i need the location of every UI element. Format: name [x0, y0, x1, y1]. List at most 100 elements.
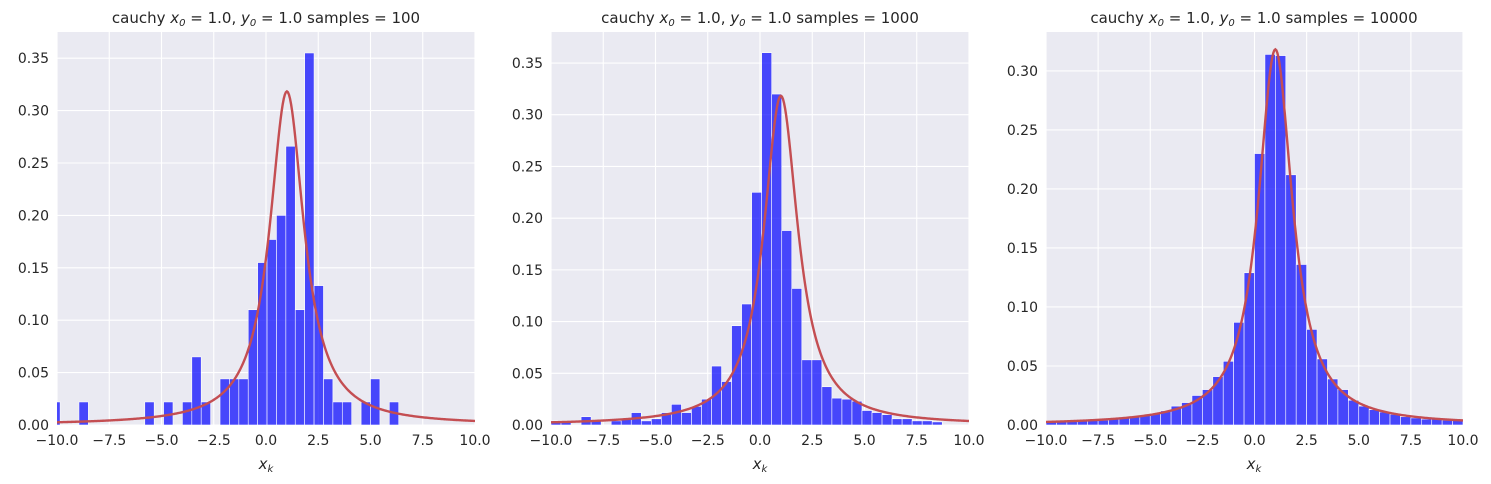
y-tick-label: 0.15	[1007, 241, 1038, 257]
histogram-bar	[200, 401, 211, 425]
histogram-bar	[821, 386, 833, 425]
y-tick-label: 0.15	[512, 263, 543, 279]
histogram-bar	[1410, 417, 1422, 425]
y-tick-label: 0.10	[512, 315, 543, 331]
histogram-bar	[891, 418, 903, 425]
histogram-bar	[57, 401, 61, 425]
histogram-bar	[931, 421, 943, 425]
histogram-bar	[901, 418, 913, 425]
y-tick-label: 0.20	[18, 208, 49, 224]
histogram-bar	[1097, 419, 1109, 425]
histogram-bar	[1400, 416, 1412, 425]
histogram-bar	[1389, 414, 1401, 425]
chart-title: cauchy x0 = 1.0, y0 = 1.0 samples = 100	[112, 9, 420, 29]
histogram-bar	[144, 401, 155, 425]
histogram-bar	[781, 230, 793, 425]
histogram-bar	[276, 215, 287, 425]
x-tick-label: 10.0	[953, 433, 984, 449]
x-tick-label: 0.0	[1243, 433, 1265, 449]
y-tick-label: 0.35	[512, 56, 543, 72]
histogram-bar	[323, 378, 334, 425]
histogram-bar	[332, 401, 343, 425]
cauchy-pdf-curve	[551, 94, 969, 424]
histogram-bar	[841, 398, 853, 425]
histogram-bar	[881, 414, 893, 425]
chart-title: cauchy x0 = 1.0, y0 = 1.0 samples = 1000	[601, 9, 919, 29]
histogram-bar	[1379, 411, 1391, 425]
y-tick-label: 0.15	[18, 261, 49, 277]
subplot-samples-100: 0.00 0.05 0.10 0.15 0.20 0.25 0.30 0.35 −10.0 −7…	[18, 9, 491, 475]
histogram-bar	[370, 378, 381, 425]
y-tick-label: 0.05	[18, 366, 49, 382]
y-tick-label: 0.20	[1007, 182, 1038, 198]
histogram-bar	[681, 412, 692, 425]
histogram-bar	[791, 288, 803, 425]
x-tick-label: −5.0	[1133, 433, 1167, 449]
histogram-bar	[1358, 405, 1370, 425]
histogram-bar	[1368, 409, 1380, 425]
x-axis-label: xk	[752, 455, 769, 475]
chart-title: cauchy x0 = 1.0, y0 = 1.0 samples = 1000…	[1090, 9, 1417, 29]
histogram-bar	[671, 404, 682, 425]
x-tick-label: 0.0	[749, 433, 771, 449]
x-tick-label: −5.0	[639, 433, 673, 449]
y-tick-labels: 0.00 0.05 0.10 0.15 0.20 0.25 0.30	[1007, 64, 1038, 434]
x-axis-label: xk	[258, 455, 275, 475]
histogram-bar	[78, 401, 89, 425]
histogram-bars	[1046, 54, 1463, 425]
histogram-bar	[921, 420, 933, 425]
histogram-bar	[182, 401, 193, 425]
histogram-bars	[551, 52, 943, 425]
histogram-bar	[1295, 264, 1307, 425]
histogram-bar	[285, 145, 296, 425]
x-tick-label: −10.0	[530, 433, 573, 449]
subplot-samples-10000: 0.00 0.05 0.10 0.15 0.20 0.25 0.30 −10.0 −7.5 −5…	[1007, 9, 1479, 475]
histogram-bar	[651, 418, 662, 425]
histogram-bar	[341, 401, 352, 425]
x-tick-label: −5.0	[145, 433, 179, 449]
histogram-bar	[811, 359, 823, 425]
x-tick-label: −2.5	[197, 433, 231, 449]
x-tick-label: 5.0	[1348, 433, 1370, 449]
x-tick-label: 0.0	[255, 433, 277, 449]
y-tick-label: 0.00	[18, 418, 49, 434]
x-tick-label: 5.0	[359, 433, 381, 449]
x-tick-label: 2.5	[307, 433, 329, 449]
cauchy-pdf-curve	[57, 89, 475, 424]
y-tick-label: 0.25	[512, 159, 543, 175]
histogram-bar	[861, 410, 873, 425]
x-tick-label: 7.5	[1400, 433, 1422, 449]
histogram-bar	[1441, 419, 1453, 425]
x-tick-labels: −10.0 −7.5 −5.0 −2.5 0.0 2.5 5.0 7.5 10.0	[530, 433, 985, 449]
x-tick-label: −7.5	[92, 433, 126, 449]
x-tick-label: 2.5	[801, 433, 823, 449]
y-tick-label: 0.35	[18, 51, 49, 67]
y-tick-label: 0.05	[1007, 359, 1038, 375]
histogram-bar	[871, 412, 883, 425]
x-tick-label: −7.5	[1081, 433, 1115, 449]
histogram-bar	[1233, 322, 1245, 425]
y-tick-label: 0.25	[1007, 123, 1038, 139]
histogram-bar	[266, 239, 277, 425]
x-tick-label: −10.0	[1025, 433, 1068, 449]
y-tick-label: 0.25	[18, 156, 49, 172]
histogram-bar	[691, 406, 702, 425]
x-tick-label: 5.0	[853, 433, 875, 449]
y-tick-label: 0.10	[18, 313, 49, 329]
cauchy-pdf-curve	[1046, 47, 1463, 424]
y-tick-label: 0.10	[1007, 300, 1038, 316]
x-tick-label: −10.0	[36, 433, 79, 449]
x-tick-labels: −10.0 −7.5 −5.0 −2.5 0.0 2.5 5.0 7.5 10.0	[1025, 433, 1479, 449]
y-tick-label: 0.00	[512, 418, 543, 434]
y-tick-label: 0.30	[512, 108, 543, 124]
histogram-bar	[731, 325, 742, 425]
histogram-bar	[294, 309, 305, 425]
histogram-bar	[247, 309, 258, 425]
x-tick-labels: −10.0 −7.5 −5.0 −2.5 0.0 2.5 5.0 7.5 10.0	[36, 433, 491, 449]
x-tick-label: 10.0	[1447, 433, 1478, 449]
histogram-bar	[831, 397, 843, 425]
x-tick-label: −2.5	[691, 433, 725, 449]
x-axis-label: xk	[1246, 455, 1263, 475]
x-tick-label: −2.5	[1185, 433, 1219, 449]
